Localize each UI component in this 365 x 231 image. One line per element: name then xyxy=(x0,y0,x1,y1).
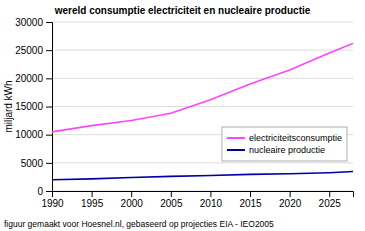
axis-title: miljard kWh xyxy=(3,80,14,132)
tick-mark xyxy=(46,107,52,108)
tick: 5000 xyxy=(21,158,52,169)
tick-label: 2025 xyxy=(319,198,342,209)
tick-label: 30000 xyxy=(15,17,43,28)
tick: 2010 xyxy=(200,191,223,209)
grid-line xyxy=(52,50,353,51)
tick-label: 2010 xyxy=(200,198,223,209)
grid-line xyxy=(52,162,353,163)
tick-mark xyxy=(92,191,93,197)
tick-mark xyxy=(46,191,52,192)
x-axis: 1990 1995 2000 2005 2010 2015 2020 2025 xyxy=(41,191,353,209)
tick: 2015 xyxy=(239,191,262,209)
tick: 10000 xyxy=(15,129,52,140)
chart: 1990 1995 2000 2005 2010 2015 2020 2025 0 5000 100… xyxy=(0,0,365,231)
grid-line xyxy=(52,106,353,107)
tick: 20000 xyxy=(15,73,52,84)
tick: 30000 xyxy=(15,17,52,28)
tick: 1990 xyxy=(41,191,64,209)
tick: 2005 xyxy=(160,191,183,209)
legend: electriciteitsconsumptie nucleaire produc… xyxy=(222,127,347,161)
tick-label: 0 xyxy=(37,186,43,197)
tick-label: 5000 xyxy=(21,158,44,169)
tick-mark xyxy=(171,191,172,197)
tick-mark xyxy=(329,191,330,197)
tick-label: 2015 xyxy=(239,198,262,209)
legend-swatch xyxy=(227,137,245,139)
grid-line xyxy=(52,22,353,23)
tick: 0 xyxy=(37,186,52,197)
tick-mark xyxy=(46,50,52,51)
tick: 2000 xyxy=(121,191,144,209)
legend-label: nucleaire productie xyxy=(249,145,325,155)
tick-mark xyxy=(46,135,52,136)
footnote: figuur gemaakt voor Hoesnel.nl, gebaseer… xyxy=(4,219,274,229)
legend-label: electriciteitsconsumptie xyxy=(249,133,342,143)
title: wereld consumptie electriciteit en nucle… xyxy=(54,5,311,16)
grid xyxy=(52,22,353,191)
tick-mark xyxy=(46,78,52,79)
tick-label: 10000 xyxy=(15,129,43,140)
axis-line xyxy=(53,192,354,198)
tick-label: 1995 xyxy=(81,198,104,209)
tick-label: 25000 xyxy=(15,45,43,56)
tick-label: 2005 xyxy=(160,198,183,209)
y-axis: 0 5000 10000 15000 20000 25000 30000 xyxy=(15,17,52,197)
tick-mark xyxy=(46,22,52,23)
plot-area: 1990 1995 2000 2005 2010 2015 2020 2025 0 5000 100… xyxy=(15,17,353,209)
tick-mark xyxy=(131,191,132,197)
tick-label: 1990 xyxy=(41,198,64,209)
tick-label: 2020 xyxy=(279,198,302,209)
tick-label: 2000 xyxy=(121,198,144,209)
tick-mark xyxy=(250,191,251,197)
axis-line xyxy=(46,23,53,192)
legend-swatch xyxy=(227,149,245,151)
grid-line xyxy=(52,78,353,79)
tick: 15000 xyxy=(15,101,52,112)
series-group xyxy=(52,43,353,179)
legend-box xyxy=(222,127,347,161)
tick: 25000 xyxy=(15,45,52,56)
line xyxy=(52,172,353,180)
tick-label: 15000 xyxy=(15,101,43,112)
tick: 1995 xyxy=(81,191,104,209)
tick-mark xyxy=(46,163,52,164)
tick-mark xyxy=(290,191,291,197)
line xyxy=(52,43,353,131)
tick-label: 20000 xyxy=(15,73,43,84)
tick: 2025 xyxy=(319,191,342,209)
tick-mark xyxy=(210,191,211,197)
tick: 2020 xyxy=(279,191,302,209)
